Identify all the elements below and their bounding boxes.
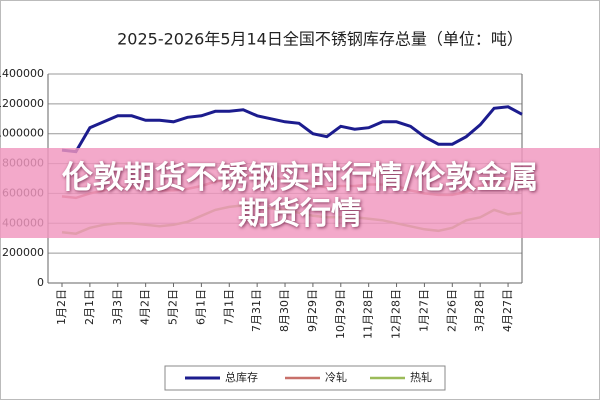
y-tick-label: 1000000 [0,127,44,140]
x-tick-label: 11月28日 [362,289,375,339]
x-tick-label: 7月31日 [250,289,263,332]
x-tick-label: 7月1日 [222,289,235,325]
banner: 伦敦期货不锈钢实时行情/伦敦金属期货行情 [0,148,600,238]
y-tick-label: 1200000 [0,97,44,110]
x-tick-label: 8月30日 [278,289,291,332]
y-tick-label: 200000 [2,246,44,259]
y-tick-label: 1400000 [0,67,44,80]
x-tick-label: 1月27日 [417,289,430,332]
x-tick-label: 3月3日 [111,289,124,325]
x-tick-label: 5月2日 [167,289,180,325]
y-tick-label: 0 [37,276,44,289]
series-line [61,105,523,154]
x-tick-label: 12月28日 [390,289,403,339]
chart-title: 2025-2026年5月14日全国不锈钢库存总量（单位：吨） [117,30,523,49]
x-tick-label: 4月27日 [501,289,514,332]
x-tick-label: 3月28日 [473,289,486,332]
legend-label: 总库存 [225,370,258,384]
legend-label: 冷轧 [325,370,347,384]
x-tick-label: 6月1日 [194,289,207,325]
x-tick-label: 2月1日 [83,289,96,325]
x-tick-label: 4月2日 [139,289,152,325]
x-tick-label: 9月29日 [306,289,319,332]
x-tick-label: 1月2日 [55,289,68,325]
x-tick-label: 10月29日 [334,289,347,339]
banner-text: 伦敦期货不锈钢实时行情/伦敦金属期货行情 [61,160,539,232]
legend-label: 热轧 [410,370,432,384]
x-tick-label: 2月26日 [445,289,458,332]
